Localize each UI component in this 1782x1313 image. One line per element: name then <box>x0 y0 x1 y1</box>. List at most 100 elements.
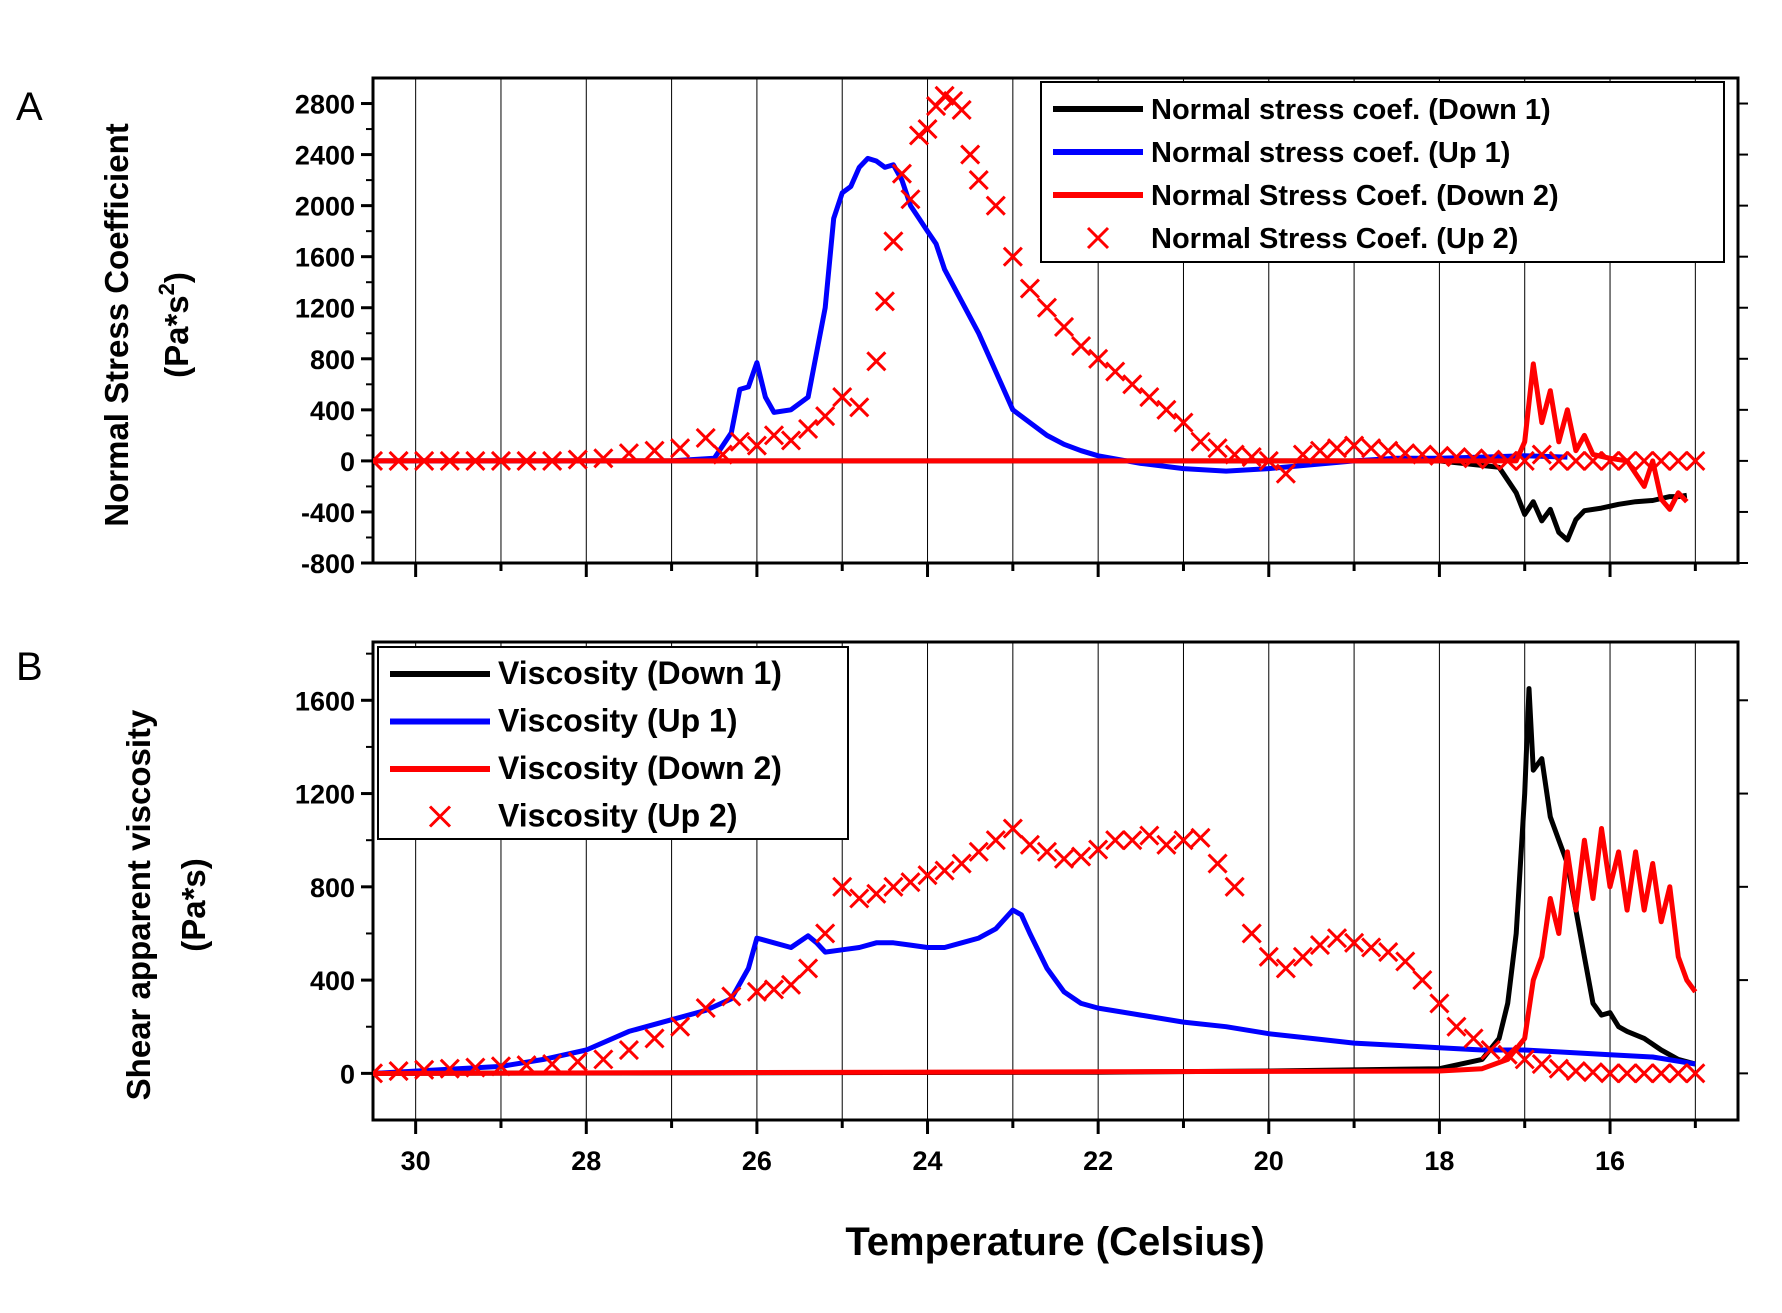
data-point <box>1139 825 1160 846</box>
data-point <box>1617 1063 1638 1084</box>
data-point <box>1548 450 1569 471</box>
data-point <box>1344 932 1365 953</box>
series-2 <box>373 907 1696 1076</box>
data-point <box>542 1053 563 1075</box>
data-point <box>1514 450 1535 471</box>
data-point <box>1429 993 1450 1014</box>
data-point <box>1036 841 1058 862</box>
data-point <box>1156 399 1177 420</box>
x-tick-label: 20 <box>1254 1146 1284 1176</box>
data-point <box>780 974 802 995</box>
y-tick-label: -800 <box>301 549 355 579</box>
data-point <box>1207 853 1228 874</box>
data-point <box>1685 450 1706 471</box>
data-point <box>985 830 1006 851</box>
legend-label: Viscosity (Down 1) <box>498 655 782 691</box>
data-point <box>1582 1062 1604 1083</box>
data-point <box>832 876 853 897</box>
data-point <box>1395 951 1416 972</box>
data-point <box>1309 935 1331 956</box>
data-point <box>721 986 742 1007</box>
data-point <box>1429 445 1450 466</box>
data-point <box>1531 1053 1552 1075</box>
data-point <box>917 118 938 140</box>
data-point <box>849 888 870 909</box>
data-point <box>1668 1063 1689 1084</box>
data-point <box>832 387 853 408</box>
data-point <box>644 1028 665 1049</box>
data-point <box>1668 450 1689 471</box>
plot-frame <box>371 76 1740 565</box>
data-point <box>1651 1063 1672 1084</box>
data-point <box>695 427 716 448</box>
data-point <box>1582 450 1604 471</box>
data-point <box>670 1016 691 1037</box>
data-point <box>1053 848 1075 869</box>
data-point <box>414 450 435 471</box>
data-point <box>373 1063 384 1084</box>
data-point <box>891 163 912 184</box>
data-point <box>1071 335 1092 357</box>
data-point <box>968 170 989 191</box>
data-point <box>490 1056 512 1077</box>
data-point <box>746 981 767 1002</box>
data-point <box>1292 444 1313 465</box>
data-point <box>593 1049 614 1070</box>
data-point <box>1122 374 1143 395</box>
legend-label: Viscosity (Up 2) <box>498 798 737 834</box>
data-point <box>900 189 921 210</box>
legend-label: Normal Stress Coef. (Down 2) <box>1151 180 1559 212</box>
data-point <box>866 883 887 904</box>
y-axis-unit: (Pa*s) <box>175 858 212 952</box>
y-tick-label: 1200 <box>295 780 355 810</box>
data-point <box>644 440 665 461</box>
data-point <box>1224 444 1245 465</box>
data-point <box>1497 450 1518 471</box>
data-point <box>1599 1063 1621 1084</box>
data-point <box>490 450 512 471</box>
y-tick-label: 400 <box>310 396 355 426</box>
data-point <box>1497 1044 1518 1065</box>
data-point <box>849 397 870 418</box>
series-4 <box>373 818 1706 1084</box>
data-point <box>798 418 819 440</box>
data-point <box>1565 450 1586 471</box>
data-point <box>1275 958 1296 979</box>
legend-label: Viscosity (Up 1) <box>498 703 737 739</box>
data-point <box>1412 444 1433 465</box>
plot-frame <box>371 640 1740 1122</box>
data-point <box>798 958 819 979</box>
panel-b: B 0 400 800 1200 1600 30 28 26 24 22 20 18 16 Shear ap… <box>16 640 1748 1176</box>
data-point <box>1002 818 1023 839</box>
data-point <box>1599 450 1621 471</box>
data-point <box>567 1051 588 1072</box>
series-2 <box>373 155 1568 474</box>
data-point <box>968 841 989 862</box>
data-point <box>1139 387 1160 408</box>
data-point <box>388 1060 409 1082</box>
data-point <box>1241 447 1262 468</box>
data-point <box>439 450 460 471</box>
data-point <box>1412 970 1433 991</box>
y-tick-label: -400 <box>301 498 355 528</box>
x-tick-label: 30 <box>401 1146 431 1176</box>
data-point <box>618 443 639 464</box>
y-axis-title: Shear apparent viscosity <box>120 709 157 1100</box>
legend: Viscosity (Down 1) Viscosity (Up 1) Viscos… <box>377 646 849 840</box>
data-point <box>1224 876 1245 897</box>
x-tick-label: 28 <box>571 1146 601 1176</box>
legend-box <box>377 646 849 840</box>
data-point <box>1480 449 1501 470</box>
y-tick-label: 0 <box>340 1059 355 1089</box>
y-tick-label: 800 <box>310 345 355 375</box>
data-point <box>1685 1063 1706 1084</box>
data-point <box>1463 448 1484 469</box>
y-tick-label: 1200 <box>295 294 355 324</box>
data-point <box>1019 834 1040 855</box>
data-point <box>516 450 537 471</box>
data-point <box>934 860 955 881</box>
data-point <box>815 923 836 944</box>
data-point <box>763 979 785 1000</box>
data-point <box>951 853 972 874</box>
